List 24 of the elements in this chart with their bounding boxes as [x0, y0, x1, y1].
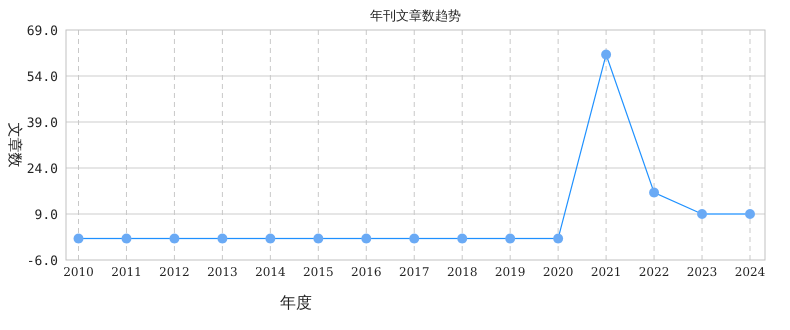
- x-tick-label: 2010: [63, 265, 94, 279]
- y-tick-label: 24.0: [26, 162, 58, 177]
- x-tick-label: 2021: [590, 265, 622, 279]
- x-tick-label: 2012: [159, 265, 190, 279]
- x-tick-label: 2018: [446, 265, 478, 279]
- x-tick-label: 2022: [638, 265, 670, 279]
- y-tick-label: 54.0: [26, 70, 58, 85]
- chart-title: 年刊文章数趋势: [370, 9, 461, 24]
- x-tick-label: 2017: [398, 265, 430, 279]
- x-tick-label: 2020: [542, 265, 574, 279]
- x-tick-label: 2024: [734, 265, 766, 279]
- x-tick-label: 2015: [303, 265, 334, 279]
- y-tick-label: -6.0: [26, 254, 58, 269]
- x-tick-label: 2011: [111, 265, 142, 279]
- y-tick-label: 69.0: [26, 24, 58, 39]
- x-tick-label: 2023: [686, 265, 718, 279]
- x-tick-label: 2013: [207, 265, 238, 279]
- x-tick-label: 2014: [255, 265, 286, 279]
- y-axis-title: 文章数: [6, 122, 24, 168]
- x-tick-label: 2019: [494, 265, 526, 279]
- y-tick-label: 39.0: [26, 116, 58, 131]
- x-tick-label: 2016: [351, 265, 382, 279]
- x-axis-title: 年度: [280, 293, 312, 312]
- y-tick-label: 9.0: [34, 208, 58, 223]
